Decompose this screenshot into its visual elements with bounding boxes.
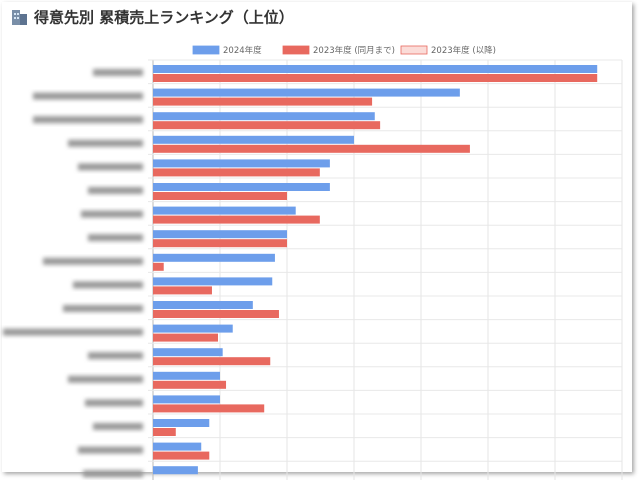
bar [153, 348, 223, 357]
blurred-label [78, 446, 143, 454]
blurred-label [88, 234, 143, 242]
title-icon [12, 10, 27, 25]
chart-title: 得意先別 累積売上ランキング（上位） [33, 9, 294, 27]
bar [153, 404, 265, 413]
bar [153, 357, 271, 366]
bar [153, 371, 220, 380]
bar [153, 286, 212, 295]
bar [153, 333, 218, 342]
legend-label: 2023年度 (同月まで) [313, 45, 395, 56]
blurred-label [93, 423, 143, 430]
bar [153, 230, 287, 239]
blurred-label [88, 187, 143, 194]
legend-swatch [192, 45, 220, 55]
legend-label: 2024年度 [223, 45, 262, 56]
bar [153, 301, 253, 309]
bar [153, 74, 598, 82]
bar [153, 206, 296, 215]
blurred-label [33, 116, 143, 124]
blurred-label [68, 375, 143, 383]
blurred-label [33, 92, 143, 100]
blurred-label [83, 470, 143, 478]
legend-label: 2023年度 (以降) [431, 45, 496, 56]
bar [153, 277, 273, 286]
bar [153, 88, 460, 97]
blurred-label [93, 69, 143, 76]
legend-swatch [282, 45, 310, 55]
bar [153, 310, 279, 318]
blurred-label [81, 210, 143, 218]
bar [153, 239, 287, 248]
bar [153, 144, 470, 153]
bar [153, 262, 164, 271]
bar [153, 65, 598, 73]
bar [153, 192, 287, 200]
legend-swatch [400, 45, 428, 55]
bar [153, 112, 375, 121]
bar [153, 466, 198, 475]
bar [153, 395, 220, 404]
bar [153, 97, 373, 106]
bar [153, 428, 176, 436]
bar [153, 324, 233, 333]
blurred-label [68, 139, 143, 147]
blurred-label [73, 281, 143, 289]
blurred-label [78, 163, 143, 171]
bar [153, 183, 330, 191]
blurred-label [63, 305, 143, 312]
bar [153, 168, 320, 177]
blurred-label [43, 257, 143, 265]
bar [153, 121, 381, 130]
blurred-label [3, 328, 143, 336]
bar [153, 159, 330, 168]
bar [153, 215, 320, 224]
bar [153, 451, 210, 460]
bar [153, 135, 354, 144]
blurred-label [85, 399, 143, 407]
bar [153, 253, 275, 262]
bar [153, 419, 210, 427]
bar [153, 380, 227, 389]
blurred-label [88, 352, 143, 360]
bar [153, 442, 202, 451]
